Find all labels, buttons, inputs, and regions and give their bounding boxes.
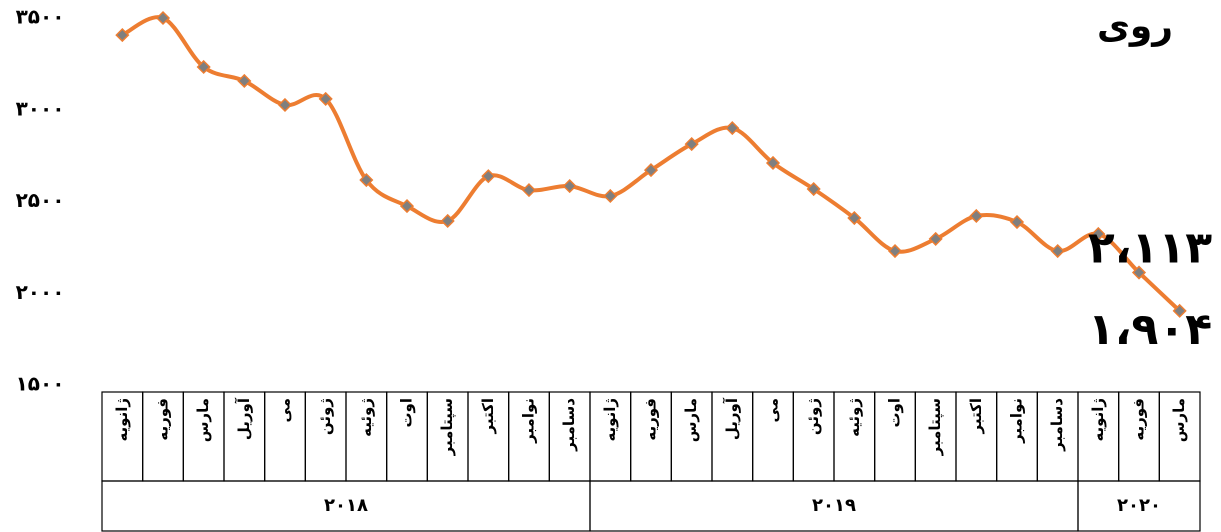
x-tick-label: اوت: [886, 398, 904, 428]
x-tick-label: ژوئیه: [357, 398, 375, 437]
value-label: ۱،۹۰۴: [1088, 304, 1212, 355]
marker: [359, 172, 374, 188]
marker: [887, 243, 903, 259]
marker: [928, 231, 943, 246]
y-tick-label: ۲۰۰۰: [16, 280, 65, 304]
marker: [155, 10, 171, 26]
y-tick-label: ۱۵۰۰: [16, 372, 65, 396]
y-tick-label: ۲۵۰۰: [16, 188, 65, 212]
x-tick-label: مارس: [194, 398, 212, 442]
x-tick-label: ژانویه: [113, 398, 131, 442]
x-tick-label: آوریل: [723, 397, 741, 440]
x-tick-label: ژوئن: [804, 398, 822, 435]
marker: [1091, 226, 1106, 242]
marker: [237, 73, 252, 89]
x-tick-label: مارس: [1170, 398, 1188, 442]
marker: [196, 59, 211, 75]
marker: [318, 91, 333, 106]
x-tick-label: ژوئن: [316, 398, 334, 435]
marker: [277, 97, 293, 113]
marker: [847, 210, 862, 226]
x-tick-label: اکتبر: [479, 398, 497, 434]
marker: [1172, 303, 1187, 318]
line: [121, 15, 1182, 313]
y-tick-label: ۳۰۰۰: [16, 96, 65, 120]
marker: [603, 188, 618, 204]
x-tick-label: فوریه: [642, 398, 660, 441]
x-tick-label: ژانویه: [601, 398, 619, 442]
year-label: ۲۰۲۰: [1117, 495, 1161, 516]
x-tick-label: دسامبر: [1048, 398, 1066, 452]
x-tick-label: می: [764, 398, 782, 422]
x-tick-label: ژانویه: [1089, 398, 1107, 442]
marker: [521, 183, 537, 198]
x-tick-label: آوریل: [235, 397, 253, 440]
marker: [1050, 243, 1065, 259]
year-label: ۲۰۱۹: [812, 495, 856, 516]
marker: [643, 163, 659, 178]
marker: [1009, 214, 1025, 230]
marker: [969, 208, 984, 224]
y-tick-label: ۳۵۰۰: [16, 5, 65, 29]
marker: [806, 181, 821, 197]
x-tick-label: فوریه: [1130, 398, 1148, 441]
chart-title: روی: [1097, 6, 1173, 47]
marker: [1131, 265, 1147, 280]
x-tick-label: نوامبر: [1008, 398, 1026, 444]
marker: [399, 199, 415, 214]
year-cell: [1077, 480, 1201, 532]
x-tick-label: نوامبر: [520, 398, 538, 444]
x-tick-label: اوت: [398, 398, 416, 428]
marker: [684, 137, 699, 152]
marker: [115, 28, 130, 43]
x-tick-label: ژوئیه: [845, 398, 863, 437]
marker: [481, 169, 496, 184]
value-label: ۲،۱۱۳: [1088, 223, 1212, 274]
x-tick-label: می: [276, 398, 294, 422]
marker: [562, 179, 577, 194]
x-tick-label: سپتامبر: [926, 398, 945, 456]
x-tick-label: سپتامبر: [438, 398, 457, 456]
year-label: ۲۰۱۸: [324, 495, 368, 516]
marker: [725, 121, 740, 136]
x-tick-label: اکتبر: [967, 398, 985, 434]
x-tick-label: فوریه: [154, 398, 172, 441]
marker: [440, 213, 455, 229]
marker: [765, 155, 781, 171]
x-tick-label: دسامبر: [560, 398, 578, 452]
x-tick-label: مارس: [682, 398, 700, 442]
